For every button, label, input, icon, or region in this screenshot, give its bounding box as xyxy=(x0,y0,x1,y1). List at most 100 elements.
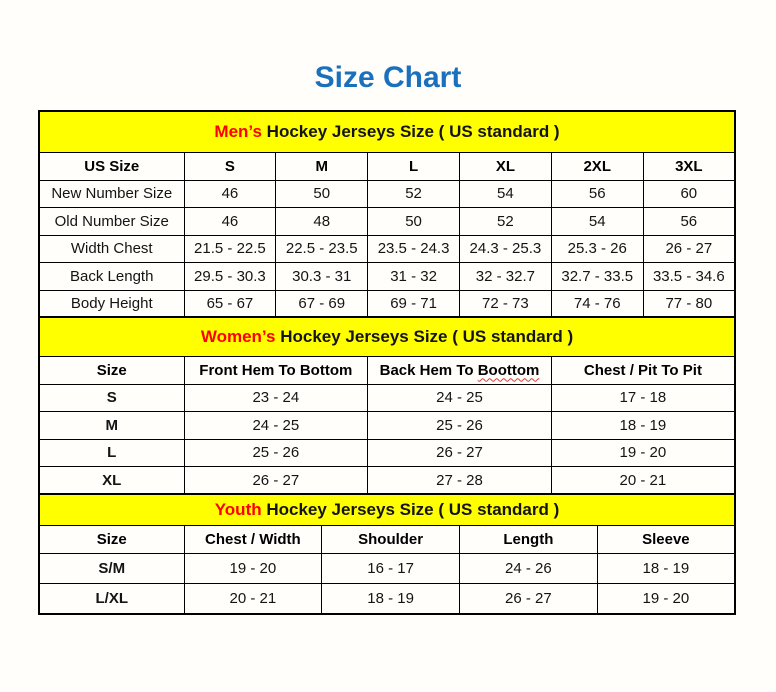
mens-table-row: Body Height 65 - 67 67 - 69 69 - 71 72 - 73 7… xyxy=(38,289,736,318)
youth-column-header: Size xyxy=(38,525,185,554)
mens-value-cell: 77 - 80 xyxy=(642,289,736,318)
mens-value-cell: 46 xyxy=(183,207,277,236)
mens-value-cell: 22.5 - 23.5 xyxy=(275,234,369,263)
mens-value-cell: 50 xyxy=(367,207,460,236)
mens-value-cell: 46 xyxy=(183,179,277,208)
mens-value-cell: 24.3 - 25.3 xyxy=(458,234,552,263)
womens-value-cell: 24 - 25 xyxy=(183,411,369,440)
mens-banner-text: Hockey Jerseys Size ( US standard ) xyxy=(261,121,560,141)
womens-row-label: XL xyxy=(38,466,185,495)
womens-table-row: XL 26 - 27 27 - 28 20 - 21 xyxy=(38,466,736,495)
mens-value-cell: 52 xyxy=(458,207,552,236)
womens-value-cell: 25 - 26 xyxy=(183,438,369,467)
size-chart-page: Size Chart Men’s Hockey Jerseys Size ( U… xyxy=(38,61,736,615)
mens-value-cell: 23.5 - 24.3 xyxy=(367,234,460,263)
mens-value-cell: 25.3 - 26 xyxy=(550,234,644,263)
womens-value-cell: 25 - 26 xyxy=(367,411,552,440)
mens-row-label: New Number Size xyxy=(38,179,185,208)
page-title: Size Chart xyxy=(314,61,462,94)
mens-value-cell: 74 - 76 xyxy=(550,289,644,318)
womens-banner-text: Hockey Jerseys Size ( US standard ) xyxy=(275,326,574,346)
youth-row-label: S/M xyxy=(38,553,185,584)
mens-section-banner: Men’s Hockey Jerseys Size ( US standard … xyxy=(39,110,735,153)
mens-value-cell: 21.5 - 22.5 xyxy=(183,234,277,263)
youth-column-header: Shoulder xyxy=(321,525,460,554)
youth-banner-highlight: Youth xyxy=(214,499,262,519)
youth-value-cell: 18 - 19 xyxy=(321,583,460,614)
mens-value-cell: 32 - 32.7 xyxy=(458,262,552,291)
mens-value-cell: 32.7 - 33.5 xyxy=(550,262,644,291)
youth-value-cell: 20 - 21 xyxy=(183,583,323,614)
youth-value-cell: 19 - 20 xyxy=(596,583,736,614)
mens-value-cell: 65 - 67 xyxy=(183,289,277,318)
womens-row-label: M xyxy=(38,411,185,440)
womens-column-header: Chest / Pit To Pit xyxy=(550,355,736,385)
mens-value-cell: 54 xyxy=(550,207,644,236)
youth-banner-text: Hockey Jerseys Size ( US standard ) xyxy=(261,499,560,519)
mens-column-header: S xyxy=(183,151,277,181)
mens-value-cell: 56 xyxy=(550,179,644,208)
womens-value-cell: 18 - 19 xyxy=(550,411,736,440)
mens-row-label: Body Height xyxy=(38,289,185,318)
mens-value-cell: 30.3 - 31 xyxy=(275,262,369,291)
mens-value-cell: 33.5 - 34.6 xyxy=(642,262,736,291)
mens-row-label: Width Chest xyxy=(38,234,185,263)
mens-value-cell: 54 xyxy=(458,179,552,208)
mens-table-row: New Number Size 46 50 52 54 56 60 xyxy=(38,179,736,208)
mens-column-header: XL xyxy=(458,151,552,181)
mens-value-cell: 56 xyxy=(642,207,736,236)
mens-table-row: Old Number Size 46 48 50 52 54 56 xyxy=(38,207,736,236)
womens-value-cell: 26 - 27 xyxy=(183,466,369,495)
womens-column-header: Size xyxy=(38,355,185,385)
womens-column-header: Back Hem To Boottom xyxy=(367,355,552,385)
mens-value-cell: 52 xyxy=(367,179,460,208)
mens-column-header: L xyxy=(367,151,460,181)
youth-table-row: L/XL 20 - 21 18 - 19 26 - 27 19 - 20 xyxy=(38,583,736,614)
youth-value-cell: 24 - 26 xyxy=(459,553,598,584)
mens-column-header: M xyxy=(275,151,369,181)
youth-column-header: Sleeve xyxy=(596,525,736,554)
womens-table-row: M 24 - 25 25 - 26 18 - 19 xyxy=(38,411,736,440)
mens-row-label: Old Number Size xyxy=(38,207,185,236)
youth-column-header: Length xyxy=(459,525,598,554)
mens-table-row: Back Length 29.5 - 30.3 30.3 - 31 31 - 32 32… xyxy=(38,262,736,291)
womens-value-cell: 19 - 20 xyxy=(550,438,736,467)
womens-value-cell: 26 - 27 xyxy=(367,438,552,467)
womens-table-row: S 23 - 24 24 - 25 17 - 18 xyxy=(38,383,736,412)
mens-row-label: Back Length xyxy=(38,262,185,291)
womens-row-label: L xyxy=(38,438,185,467)
mens-value-cell: 26 - 27 xyxy=(642,234,736,263)
mens-value-cell: 67 - 69 xyxy=(275,289,369,318)
youth-column-header: Chest / Width xyxy=(183,525,323,554)
youth-size-table: Youth Hockey Jerseys Size ( US standard … xyxy=(38,492,736,615)
mens-value-cell: 31 - 32 xyxy=(367,262,460,291)
mens-size-table: Men’s Hockey Jerseys Size ( US standard … xyxy=(38,110,736,319)
mens-value-cell: 50 xyxy=(275,179,369,208)
womens-table-row: L 25 - 26 26 - 27 19 - 20 xyxy=(38,438,736,467)
misspelled-word: Boottom xyxy=(477,361,540,379)
mens-banner-highlight: Men’s xyxy=(214,121,262,141)
mens-column-header: 3XL xyxy=(642,151,736,181)
youth-row-label: L/XL xyxy=(38,583,185,614)
womens-size-table: Women’s Hockey Jerseys Size ( US standar… xyxy=(38,316,736,495)
womens-banner-highlight: Women’s xyxy=(200,326,276,346)
womens-value-cell: 20 - 21 xyxy=(550,466,736,495)
mens-value-cell: 72 - 73 xyxy=(458,289,552,318)
mens-value-cell: 69 - 71 xyxy=(367,289,460,318)
mens-column-header: US Size xyxy=(38,151,185,181)
youth-value-cell: 16 - 17 xyxy=(321,553,460,584)
youth-value-cell: 19 - 20 xyxy=(183,553,323,584)
youth-value-cell: 26 - 27 xyxy=(459,583,598,614)
mens-column-header: 2XL xyxy=(550,151,644,181)
womens-row-label: S xyxy=(38,383,185,412)
womens-section-banner: Women’s Hockey Jerseys Size ( US standar… xyxy=(39,316,735,357)
youth-section-banner: Youth Hockey Jerseys Size ( US standard … xyxy=(39,493,735,526)
youth-value-cell: 18 - 19 xyxy=(596,553,736,584)
womens-column-header: Front Hem To Bottom xyxy=(183,355,369,385)
mens-value-cell: 60 xyxy=(642,179,736,208)
mens-value-cell: 29.5 - 30.3 xyxy=(183,262,277,291)
youth-table-row: S/M 19 - 20 16 - 17 24 - 26 18 - 19 xyxy=(38,553,736,584)
mens-table-row: Width Chest 21.5 - 22.5 22.5 - 23.5 23.5 - … xyxy=(38,234,736,263)
womens-value-cell: 23 - 24 xyxy=(183,383,369,412)
mens-value-cell: 48 xyxy=(275,207,369,236)
